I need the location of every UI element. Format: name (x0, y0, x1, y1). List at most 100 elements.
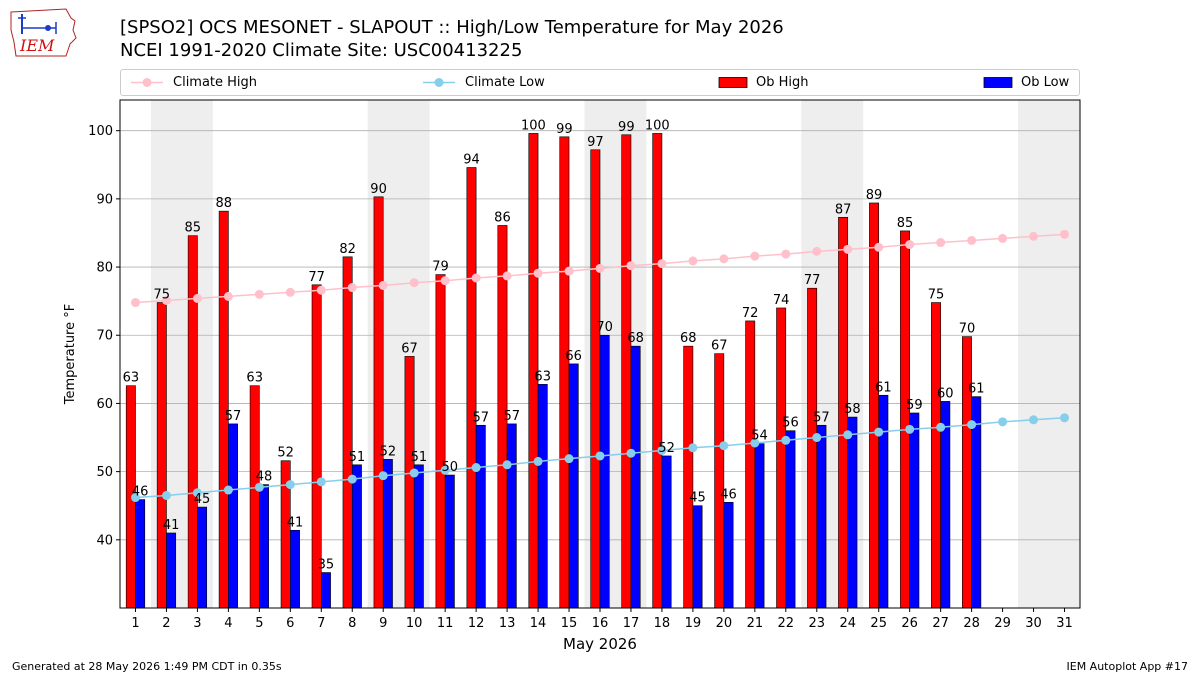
climate-low-point (812, 433, 822, 443)
climate-low-point (378, 471, 388, 481)
ob-high-bar-label: 67 (401, 341, 418, 356)
ob-high-bar-label: 97 (587, 135, 604, 150)
x-tick-label: 12 (468, 616, 485, 631)
climate-low-point (905, 424, 915, 434)
ob-low-bar-label: 46 (132, 485, 149, 500)
climate-low-point (626, 448, 636, 458)
x-tick-label: 10 (406, 616, 423, 631)
ob-low-bar-label: 45 (194, 492, 211, 507)
ob-high-bar-label: 85 (185, 221, 202, 236)
ob-high-bar-label: 99 (618, 120, 635, 135)
ob-high-bar-label: 94 (463, 153, 480, 168)
chart-subtitle: NCEI 1991-2020 Climate Site: USC00413225 (120, 40, 523, 61)
ob-low-bar (599, 334, 610, 609)
climate-low-point (130, 493, 140, 503)
ob-low-bar-label: 51 (349, 450, 366, 465)
climate-high-point (254, 289, 264, 299)
climate-high-point (936, 238, 946, 248)
ob-high-bar (745, 320, 756, 609)
ob-low-bar-label: 52 (380, 444, 397, 459)
climate-high-point (688, 256, 698, 266)
ob-high-bar (807, 287, 818, 609)
x-tick-label: 15 (561, 616, 578, 631)
x-tick-label: 7 (317, 616, 325, 631)
ob-low-bar (259, 484, 269, 609)
x-tick-label: 30 (1025, 616, 1042, 631)
ob-high-bar-label: 86 (494, 210, 511, 225)
x-tick-label: 14 (530, 616, 547, 631)
y-tick-label: 90 (96, 192, 113, 207)
ob-low-bar (444, 474, 455, 609)
climate-high-point (998, 233, 1008, 243)
ob-high-bar-label: 52 (277, 446, 294, 461)
climate-low-point (688, 443, 698, 453)
ob-high-bar-label: 68 (680, 331, 697, 346)
ob-low-bar-label: 57 (503, 409, 520, 424)
x-tick-label: 31 (1056, 616, 1073, 631)
climate-low-point (316, 477, 326, 487)
ob-low-bar (475, 424, 486, 609)
iowa-state-outline (10, 8, 77, 57)
x-tick-label: 4 (224, 616, 232, 631)
y-tick-label: 50 (96, 465, 113, 480)
ob-low-bar (754, 443, 765, 609)
ob-high-bar-label: 99 (556, 122, 573, 137)
iem-logo: IEM (10, 8, 77, 57)
climate-high-point (192, 293, 202, 303)
ob-high-bar (869, 202, 880, 609)
climate-high-point (471, 273, 481, 283)
ob-low-bar-label: 57 (225, 409, 242, 424)
legend-label-ob-high: Ob High (756, 75, 809, 90)
climate-high-point (378, 280, 388, 290)
climate-high-point (843, 244, 853, 254)
ob-high-bar (931, 302, 941, 609)
x-tick-label: 28 (963, 616, 980, 631)
ob-low-bar-label: 68 (627, 331, 644, 346)
ob-low-bar-label: 52 (658, 441, 675, 456)
ob-low-bar (166, 532, 177, 609)
ob-high-bar (435, 274, 446, 609)
climate-high-point (750, 251, 760, 261)
y-axis-label: Temperature °F (63, 304, 78, 405)
x-tick-label: 24 (839, 616, 856, 631)
ob-low-bar (785, 430, 796, 609)
x-axis-label: May 2026 (563, 635, 637, 653)
ob-low-bar (135, 499, 146, 609)
x-tick-label: 26 (901, 616, 918, 631)
ob-low-bar-label: 58 (844, 402, 861, 417)
ob-low-bar (290, 529, 300, 609)
ob-low-bar-label: 51 (411, 450, 428, 465)
ob-high-bar (156, 302, 167, 609)
ob-low-bar (661, 455, 672, 609)
ob-low-bar (568, 363, 579, 609)
ob-low-bar (351, 464, 362, 609)
ob-low-bar (537, 384, 548, 609)
climate-low-point (936, 422, 946, 432)
ob-high-bar (249, 385, 260, 609)
climate-high-point (533, 268, 543, 278)
ob-low-bar-label: 70 (596, 320, 613, 335)
ob-high-bar-label: 74 (773, 293, 790, 308)
ob-low-bar-label: 59 (906, 398, 923, 413)
x-tick-label: 20 (716, 616, 733, 631)
ob-low-bar (723, 502, 734, 609)
ob-high-bar-label: 89 (866, 188, 883, 203)
x-tick-label: 23 (809, 616, 826, 631)
climate-high-point (812, 246, 822, 256)
climate-high-point (595, 263, 605, 273)
ob-high-bar (404, 356, 415, 609)
x-tick-label: 16 (592, 616, 609, 631)
x-tick-label: 5 (255, 616, 263, 631)
climate-high-point (440, 276, 450, 286)
ob-low-bar-label: 56 (782, 416, 799, 431)
ob-low-bar (940, 401, 951, 609)
x-tick-label: 17 (623, 616, 640, 631)
ob-low-bar (382, 459, 393, 609)
ob-high-bar-label: 100 (645, 118, 670, 133)
ob-low-bar (630, 345, 641, 609)
ob-high-bar-label: 77 (308, 270, 325, 285)
ob-low-bar (197, 506, 208, 609)
climate-low-point (1029, 415, 1039, 425)
climate-high-point (161, 295, 171, 305)
climate-low-point (471, 463, 481, 473)
